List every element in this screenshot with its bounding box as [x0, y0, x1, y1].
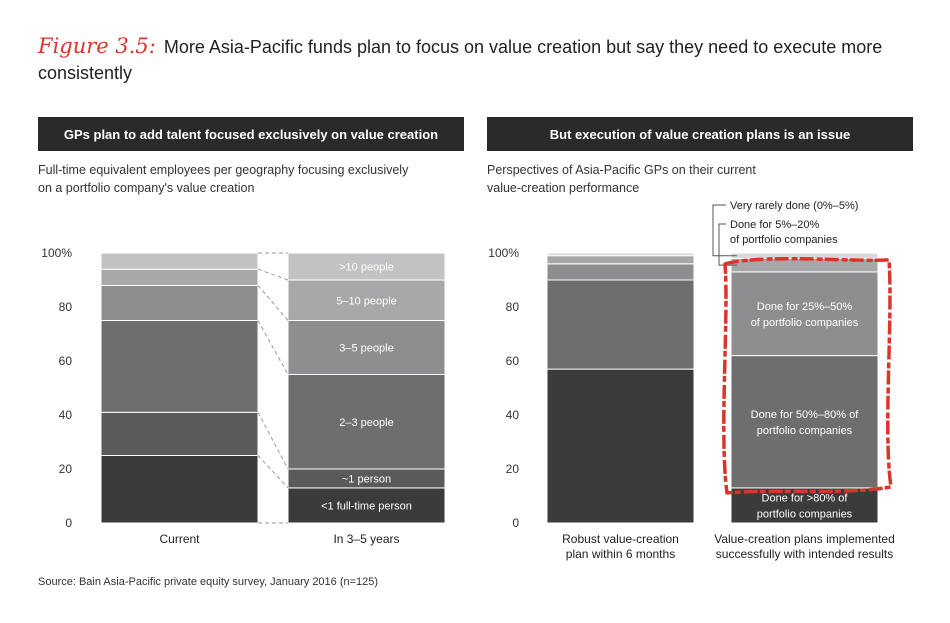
left-panel-subtitle: Full-time equivalent employees per geogr… [38, 161, 408, 197]
connector-line [257, 320, 289, 375]
category-label: Current [159, 532, 200, 546]
y-tick-label: 20 [59, 462, 73, 476]
bar-segment [546, 255, 695, 265]
callout-label: of portfolio companies [730, 234, 838, 246]
y-tick-label: 0 [65, 516, 72, 530]
segment-label: Done for >80% of [762, 492, 849, 504]
left-panel-header: GPs plan to add talent focused exclusive… [38, 117, 464, 151]
callout-label: Very rarely done (0%–5%) [730, 200, 858, 212]
callout-leader [712, 204, 737, 257]
left-subtitle-line-2: on a portfolio company's value creation [38, 181, 255, 195]
bar-segment [100, 284, 259, 321]
bar-segment [546, 263, 695, 281]
category-label: plan within 6 months [566, 547, 675, 561]
connector-line [257, 455, 289, 489]
segment-label: <1 full-time person [321, 500, 412, 512]
figure-title: More Asia-Pacific funds plan to focus on… [38, 37, 883, 83]
segment-label: 5–10 people [336, 295, 397, 307]
category-label: In 3–5 years [333, 532, 399, 546]
bar-segment [730, 355, 879, 489]
callout-label: Done for 5%–20% [730, 219, 819, 231]
segment-label: Done for 50%–80% of [751, 409, 860, 421]
highlight-annotation [722, 257, 893, 495]
bar-segment [100, 455, 259, 524]
bar-segment [100, 411, 259, 456]
connector-line [257, 285, 289, 321]
figure-label: Figure 3.5: [38, 34, 156, 58]
bar-segment [287, 252, 446, 281]
connector-line [257, 268, 289, 281]
y-tick-label: 100% [488, 246, 519, 260]
segment-label: Done for 25%–50% [757, 301, 853, 313]
category-label: successfully with intended results [716, 547, 893, 561]
segment-label: >10 people [339, 262, 394, 274]
segment-label: of portfolio companies [751, 317, 859, 329]
y-tick-label: 0 [512, 516, 519, 530]
bar-segment [100, 320, 259, 413]
y-tick-label: 40 [59, 408, 73, 422]
right-subtitle-line-2: value-creation performance [487, 181, 640, 195]
y-tick-label: 100% [41, 246, 72, 260]
y-tick-label: 40 [506, 408, 520, 422]
segment-label: 3–5 people [339, 343, 393, 355]
segment-label: portfolio companies [757, 508, 853, 520]
y-tick-label: 60 [59, 354, 73, 368]
left-subtitle-line-1: Full-time equivalent employees per geogr… [38, 163, 409, 177]
bar-segment [546, 368, 695, 524]
segment-label: portfolio companies [757, 425, 853, 437]
category-label: Robust value-creation [562, 532, 679, 546]
segment-label: 2–3 people [339, 417, 393, 429]
bar-segment [730, 271, 879, 357]
callout-leader [718, 223, 737, 266]
bar-segment [546, 279, 695, 370]
right-panel-header: But execution of value creation plans is… [487, 117, 913, 151]
category-label: Value-creation plans implemented [714, 532, 895, 546]
right-subtitle-line-1: Perspectives of Asia-Pacific GPs on thei… [487, 163, 756, 177]
figure-title-block: Figure 3.5: More Asia-Pacific funds plan … [38, 33, 938, 86]
bar-segment [100, 268, 259, 286]
segment-label: ~1 person [342, 473, 391, 485]
y-tick-label: 60 [506, 354, 520, 368]
y-tick-label: 80 [506, 300, 520, 314]
connector-line [257, 412, 289, 470]
source-note: Source: Bain Asia-Pacific private equity… [38, 576, 379, 588]
y-tick-label: 20 [506, 462, 520, 476]
bar-segment [287, 374, 446, 470]
right-panel-subtitle: Perspectives of Asia-Pacific GPs on thei… [487, 161, 756, 197]
bar-segment [546, 252, 695, 257]
bar-segment [287, 279, 446, 321]
bar-segment [100, 252, 259, 270]
y-tick-label: 80 [59, 300, 73, 314]
